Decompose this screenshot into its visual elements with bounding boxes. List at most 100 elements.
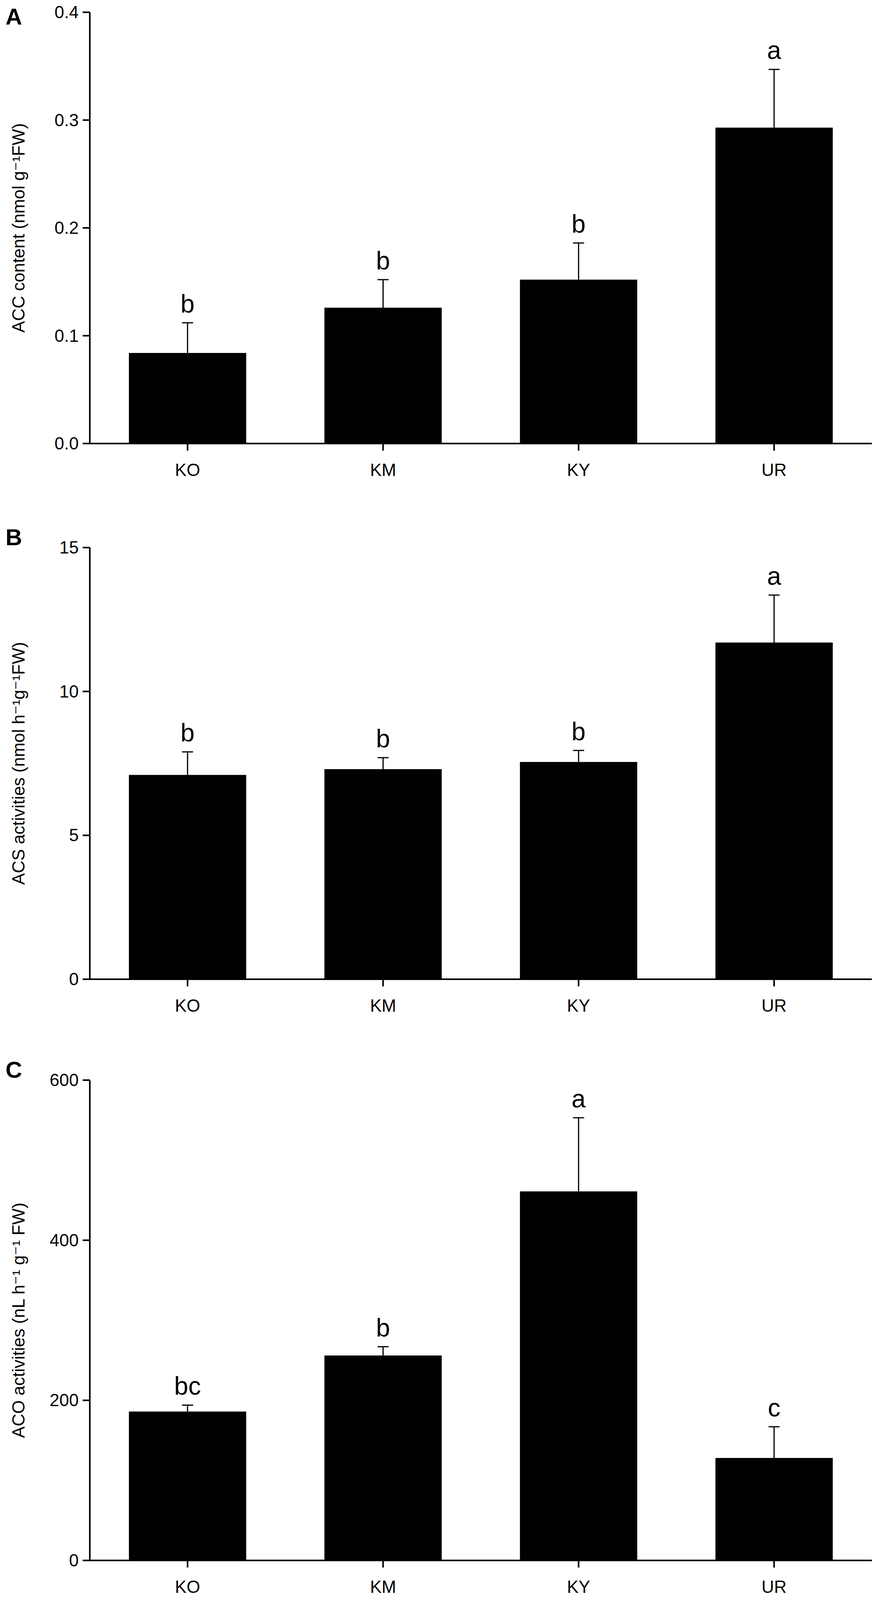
x-axis-line <box>89 442 872 445</box>
bar <box>324 307 442 444</box>
x-tick-label: KY <box>566 995 591 1016</box>
y-tick-label: 10 <box>59 681 79 701</box>
error-bar <box>377 279 389 308</box>
panel: C ACO activities (nL h⁻¹ g⁻¹ FW) bc b a c 0 200… <box>5 1056 872 1597</box>
bar <box>128 1411 247 1561</box>
x-tick <box>577 1560 580 1568</box>
error-line <box>773 69 775 128</box>
error-cap <box>573 242 585 244</box>
bar <box>324 1355 442 1561</box>
y-tick <box>82 690 90 693</box>
significance-letter: a <box>571 1084 586 1113</box>
error-line <box>382 757 384 770</box>
x-tick-label: KO <box>174 995 201 1016</box>
x-tick-label: KM <box>369 460 396 480</box>
error-line <box>382 279 384 308</box>
y-tick-label: 400 <box>49 1230 79 1250</box>
error-bar <box>768 69 780 128</box>
y-tick <box>82 1399 90 1401</box>
error-bar <box>181 1404 194 1412</box>
x-tick <box>382 979 384 987</box>
error-bar <box>377 1346 389 1356</box>
error-bar <box>181 322 194 353</box>
error-bar <box>573 1117 585 1192</box>
y-tick <box>82 978 90 980</box>
error-cap <box>573 749 585 751</box>
significance-letter: b <box>571 209 586 239</box>
bars <box>128 1117 833 1561</box>
y-axis-line <box>89 1079 91 1561</box>
error-bar <box>768 594 780 643</box>
error-line <box>773 594 775 643</box>
error-cap <box>181 751 194 753</box>
significance-letter: b <box>376 724 391 753</box>
x-tick <box>577 443 580 451</box>
bar <box>128 774 247 980</box>
x-tick <box>382 443 384 451</box>
x-tick-label: KO <box>174 1576 201 1597</box>
x-tick <box>773 443 775 451</box>
y-axis-label: ACS activities (nmol h⁻¹g⁻¹FW) <box>8 642 29 885</box>
bar <box>519 1191 638 1561</box>
x-tick <box>577 979 580 987</box>
error-line <box>187 322 189 353</box>
x-tick <box>773 1560 775 1568</box>
x-tick-label: KY <box>566 1576 591 1597</box>
x-tick-label: KM <box>369 995 396 1016</box>
error-line <box>577 1117 580 1192</box>
error-cap <box>377 278 389 281</box>
significance-letter: b <box>571 717 586 746</box>
y-tick <box>82 546 90 549</box>
bar <box>715 127 834 444</box>
significance-letter: a <box>767 561 782 591</box>
y-tick-label: 200 <box>49 1390 79 1410</box>
error-bar <box>768 1426 780 1458</box>
bar <box>128 352 247 444</box>
y-tick <box>82 1239 90 1241</box>
y-tick-label: 0.1 <box>54 325 79 346</box>
y-tick <box>82 442 90 445</box>
x-tick-label: UR <box>761 1576 787 1597</box>
error-cap <box>181 322 194 324</box>
panel-label: C <box>5 1056 23 1083</box>
error-cap <box>768 68 780 71</box>
panel: AACC content (nmol g⁻¹FW)bbba0.00.10.20.… <box>5 2 872 480</box>
error-bar <box>181 751 194 775</box>
bars <box>128 594 833 980</box>
error-cap <box>377 1345 389 1347</box>
y-tick-label: 0.0 <box>54 433 79 453</box>
significance-letter: b <box>180 289 195 319</box>
significance-letter: b <box>376 1313 391 1342</box>
x-tick <box>773 979 775 987</box>
y-tick-label: 0 <box>69 969 79 989</box>
figure: AACC content (nmol g⁻¹FW)bbba0.00.10.20.… <box>0 0 877 1600</box>
panel: BACS activities (nmol h⁻¹g⁻¹FW)bbba05101… <box>5 524 872 1016</box>
significance-letter: bc <box>174 1371 201 1400</box>
error-cap <box>768 1426 780 1428</box>
y-axis-label: ACO activities (nL h⁻¹ g⁻¹ FW) <box>8 1202 29 1438</box>
bar <box>324 769 442 980</box>
y-tick <box>82 1559 90 1561</box>
bar <box>715 1457 834 1561</box>
y-tick-label: 15 <box>59 537 79 557</box>
error-bar <box>377 757 389 770</box>
bars <box>128 69 833 444</box>
y-tick <box>82 119 90 122</box>
error-line <box>773 1426 775 1458</box>
error-bar <box>573 242 585 280</box>
y-tick-label: 0.3 <box>54 110 79 130</box>
y-tick-label: 0 <box>69 1550 79 1570</box>
significance-letter: b <box>180 718 195 747</box>
y-tick-label: 600 <box>49 1070 79 1090</box>
error-line <box>382 1346 384 1356</box>
y-tick <box>82 335 90 337</box>
error-line <box>187 1404 189 1412</box>
y-tick <box>82 834 90 836</box>
y-tick-label: 5 <box>69 825 79 845</box>
x-tick <box>382 1560 384 1568</box>
y-tick <box>82 11 90 14</box>
x-tick-label: KO <box>174 460 201 480</box>
significance-letter: c <box>767 1393 781 1422</box>
error-line <box>187 751 189 775</box>
x-axis-line <box>89 978 872 980</box>
